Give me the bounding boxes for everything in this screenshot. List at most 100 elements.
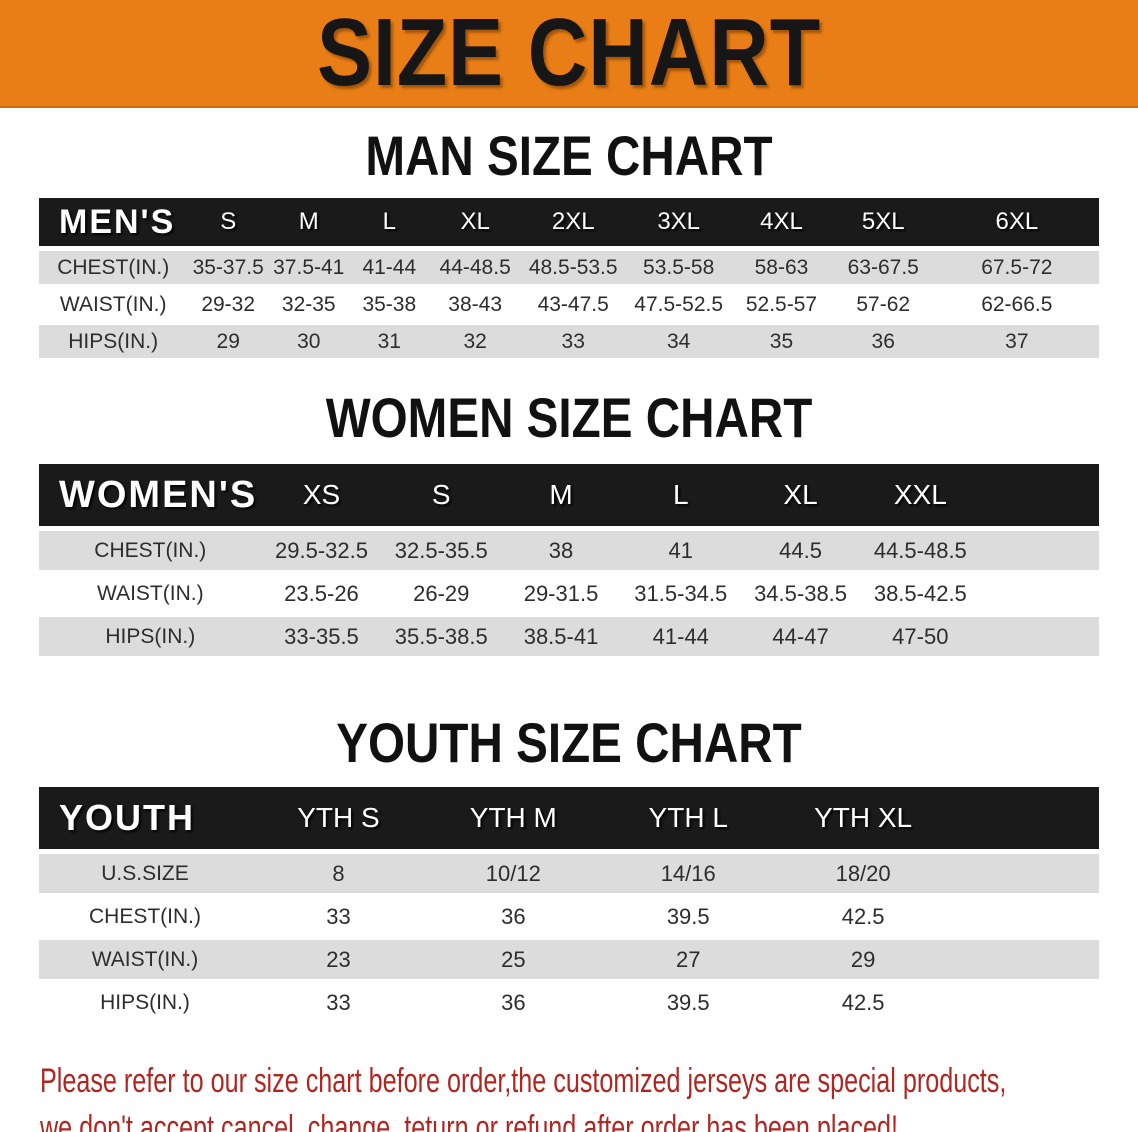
value-cell: 43-47.5	[520, 286, 627, 325]
size-column-header: 3XL	[626, 198, 732, 251]
value-cell: 29	[187, 323, 269, 362]
row-label-cell: CHEST(IN.)	[39, 528, 262, 574]
value-cell: 31.5-34.5	[620, 572, 741, 617]
value-cell: 35.5-38.5	[381, 615, 502, 660]
measurement-row: WAIST(IN.) 23 25 27 29	[39, 938, 1099, 983]
value-cell: 34	[626, 323, 732, 362]
women-size-section: WOMEN SIZE CHART WOMEN'S XS S M L XL XXL CHEST(…	[0, 390, 1138, 660]
size-column-header: S	[187, 198, 269, 251]
size-column-header: M	[501, 464, 621, 531]
value-cell: 35-38	[348, 286, 431, 325]
value-cell: 27	[600, 938, 776, 983]
row-label-cell: HIPS(IN.)	[39, 323, 188, 362]
banner-title: SIZE CHART	[317, 0, 821, 106]
value-cell: 23.5-26	[261, 572, 382, 617]
size-column-header: 5XL	[831, 198, 935, 251]
value-cell: 8	[251, 851, 426, 897]
row-label-cell: WAIST(IN.)	[39, 572, 262, 617]
value-cell: 34.5-38.5	[740, 572, 861, 617]
size-column-header: YTH S	[251, 787, 426, 854]
value-cell: 37.5-41	[269, 248, 349, 288]
value-cell: 18/20	[775, 851, 951, 897]
value-cell: 33	[251, 981, 426, 1026]
value-cell: 38.5-42.5	[860, 572, 981, 617]
value-cell: 39.5	[600, 981, 776, 1026]
value-cell: 57-62	[831, 286, 935, 325]
size-column-header: YTH M	[425, 787, 601, 854]
value-cell: 33	[251, 895, 426, 940]
size-column-header: 4XL	[731, 198, 832, 251]
women-section-heading: WOMEN SIZE CHART	[325, 386, 813, 449]
youth-size-table: YOUTH YTH S YTH M YTH L YTH XL U.S.SIZE 8 10/12…	[39, 787, 1099, 1026]
header-filler-cell	[980, 464, 1099, 531]
youth-section-heading: YOUTH SIZE CHART	[336, 711, 802, 774]
man-size-section: MAN SIZE CHART MEN'S S M L XL 2XL 3XL 4XL 5XL 6XL…	[0, 128, 1138, 362]
value-cell: 47.5-52.5	[626, 286, 732, 325]
value-cell: 32	[430, 323, 521, 362]
size-column-header: XL	[430, 198, 521, 251]
value-cell: 67.5-72	[934, 248, 1099, 288]
row-filler-cell	[980, 528, 1099, 574]
value-cell: 44.5-48.5	[860, 528, 981, 574]
measurement-row: WAIST(IN.) 23.5-26 26-29 29-31.5 31.5-34.5 34…	[39, 572, 1099, 617]
row-label-cell: HIPS(IN.)	[39, 981, 251, 1026]
men-size-table: MEN'S S M L XL 2XL 3XL 4XL 5XL 6XL CHEST(IN.) 35-37…	[39, 198, 1099, 362]
row-label-cell: HIPS(IN.)	[39, 615, 262, 660]
row-label-cell: U.S.SIZE	[39, 851, 251, 897]
value-cell: 53.5-58	[626, 248, 732, 288]
row-label-cell: CHEST(IN.)	[39, 248, 188, 288]
value-cell: 62-66.5	[934, 286, 1099, 325]
value-cell: 14/16	[600, 851, 776, 897]
size-column-header: XXL	[860, 464, 981, 531]
row-filler-cell	[980, 615, 1099, 660]
value-cell: 32-35	[269, 286, 349, 325]
value-cell: 37	[934, 323, 1099, 362]
value-cell: 63-67.5	[831, 248, 935, 288]
value-cell: 42.5	[775, 895, 951, 940]
measurement-row: HIPS(IN.) 33 36 39.5 42.5	[39, 981, 1099, 1026]
value-cell: 31	[348, 323, 431, 362]
value-cell: 42.5	[775, 981, 951, 1026]
value-cell: 35	[731, 323, 832, 362]
measurement-row: CHEST(IN.) 33 36 39.5 42.5	[39, 895, 1099, 940]
value-cell: 52.5-57	[731, 286, 832, 325]
value-cell: 29-32	[187, 286, 269, 325]
value-cell: 38	[501, 528, 621, 574]
value-cell: 29-31.5	[501, 572, 621, 617]
value-cell: 25	[425, 938, 601, 983]
row-filler-cell	[950, 851, 1099, 897]
table-category-label: YOUTH	[39, 787, 251, 854]
size-column-header: XL	[740, 464, 861, 531]
value-cell: 29	[775, 938, 951, 983]
value-cell: 33	[520, 323, 627, 362]
row-filler-cell	[950, 938, 1099, 983]
value-cell: 33-35.5	[261, 615, 382, 660]
row-filler-cell	[980, 572, 1099, 617]
value-cell: 47-50	[860, 615, 981, 660]
value-cell: 35-37.5	[187, 248, 269, 288]
size-header-row: YOUTH YTH S YTH M YTH L YTH XL	[39, 787, 1099, 854]
value-cell: 39.5	[600, 895, 776, 940]
measurement-row: HIPS(IN.) 29 30 31 32 33 34 35 36 37	[39, 323, 1099, 362]
size-column-header: 6XL	[934, 198, 1099, 251]
value-cell: 44.5	[740, 528, 861, 574]
measurement-row: U.S.SIZE 8 10/12 14/16 18/20	[39, 851, 1099, 897]
size-column-header: L	[348, 198, 431, 251]
measurement-row: WAIST(IN.) 29-32 32-35 35-38 38-43 43-47.5 47.…	[39, 286, 1099, 325]
value-cell: 26-29	[381, 572, 502, 617]
value-cell: 30	[269, 323, 349, 362]
women-size-table: WOMEN'S XS S M L XL XXL CHEST(IN.) 29.5-32.5 32.5…	[39, 464, 1099, 660]
value-cell: 48.5-53.5	[520, 248, 627, 288]
row-filler-cell	[950, 895, 1099, 940]
table-category-label: MEN'S	[39, 198, 188, 251]
value-cell: 10/12	[425, 851, 601, 897]
value-cell: 41	[620, 528, 741, 574]
size-column-header: YTH L	[600, 787, 776, 854]
value-cell: 23	[251, 938, 426, 983]
table-category-label: WOMEN'S	[39, 464, 262, 531]
size-column-header: M	[269, 198, 349, 251]
value-cell: 44-48.5	[430, 248, 521, 288]
row-label-cell: CHEST(IN.)	[39, 895, 251, 940]
measurement-row: CHEST(IN.) 35-37.5 37.5-41 41-44 44-48.5 48.5…	[39, 248, 1099, 288]
